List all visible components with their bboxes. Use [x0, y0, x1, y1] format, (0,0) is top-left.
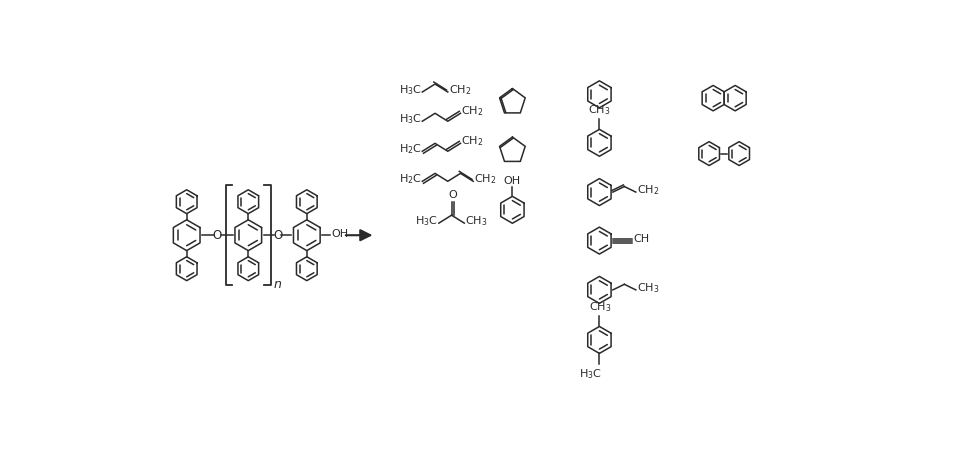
Text: $n$: $n$	[273, 279, 282, 292]
Text: H$_2$C: H$_2$C	[398, 142, 422, 156]
Text: H$_3$C: H$_3$C	[415, 214, 438, 228]
Text: H$_2$C: H$_2$C	[398, 173, 422, 186]
Text: H$_3$C: H$_3$C	[398, 113, 422, 126]
Text: CH$_3$: CH$_3$	[465, 214, 487, 228]
Text: O: O	[448, 190, 456, 200]
Text: H$_3$C: H$_3$C	[578, 367, 602, 381]
Text: OH: OH	[331, 229, 349, 239]
Text: O: O	[273, 229, 282, 242]
Text: CH$_2$: CH$_2$	[637, 183, 659, 197]
Text: CH$_2$: CH$_2$	[461, 105, 484, 118]
Text: CH$_2$: CH$_2$	[461, 134, 484, 148]
Text: O: O	[213, 229, 222, 242]
Text: CH$_2$: CH$_2$	[449, 83, 471, 97]
Text: CH$_3$: CH$_3$	[637, 281, 659, 295]
Text: CH: CH	[633, 234, 649, 244]
Text: CH$_3$: CH$_3$	[588, 103, 610, 117]
Text: CH$_2$: CH$_2$	[474, 173, 496, 186]
Text: H$_3$C: H$_3$C	[398, 83, 422, 97]
Text: OH: OH	[504, 176, 521, 186]
Text: CH$_3$: CH$_3$	[589, 300, 611, 314]
